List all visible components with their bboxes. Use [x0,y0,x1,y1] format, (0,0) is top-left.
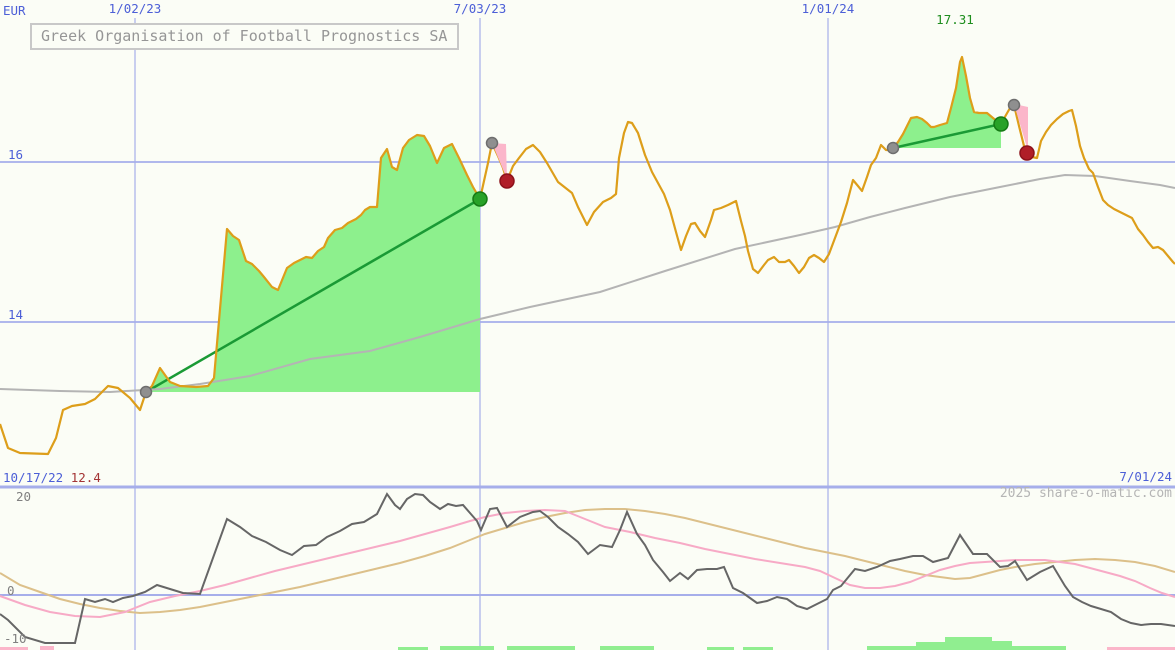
series-start-annotation: 10/17/22 12.4 [3,471,101,485]
osc-axis-label-20: 20 [16,489,32,504]
peak-price-annotation: 17.31 [936,12,974,27]
y-axis-label-16: 16 [8,147,24,162]
x-axis-label-2: 7/03/23 [453,1,507,16]
start-value-label: 12.4 [70,470,101,485]
osc-axis-label-neg10: -10 [4,631,27,646]
x-axis-label-1: 1/02/23 [108,1,162,16]
currency-axis-label: EUR [3,3,26,18]
chart-title-box: Greek Organisation of Football Prognosti… [30,23,459,50]
start-date-label: 10/17/22 [3,470,64,485]
x-axis-end-label: 7/01/24 [1119,469,1172,484]
y-axis-label-14: 14 [8,307,24,322]
chart-title: Greek Organisation of Football Prognosti… [41,27,448,45]
x-axis-label-3: 1/01/24 [801,1,855,16]
osc-axis-label-0: 0 [7,583,15,598]
watermark: 2025 share-o-matic.com [999,486,1172,501]
